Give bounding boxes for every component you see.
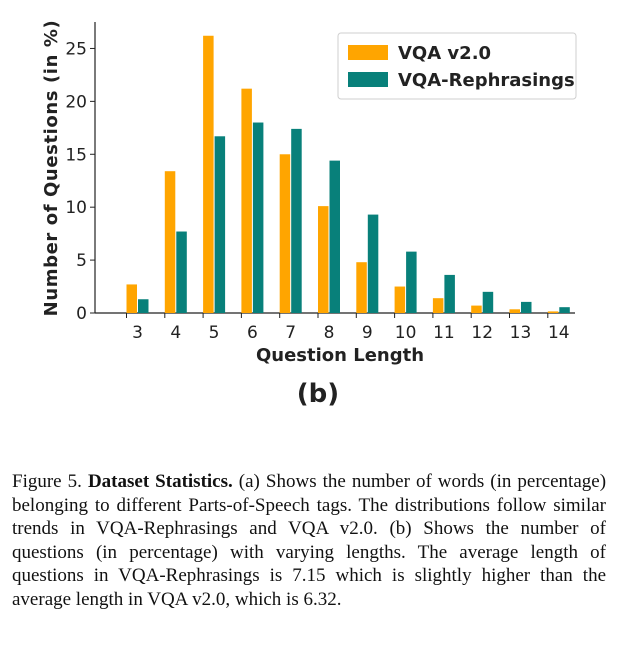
bar-vqa-v2 [241, 88, 252, 313]
bar-vqa-rephrasings [329, 160, 340, 313]
x-tick-label: 9 [362, 323, 373, 343]
x-tick-label: 7 [285, 323, 296, 343]
bar-vqa-rephrasings [406, 251, 417, 313]
bar-vqa-rephrasings [252, 122, 264, 313]
figure-caption: Figure 5. Dataset Statistics. (a) Shows … [12, 470, 606, 611]
bar-vqa-v2 [432, 298, 444, 313]
bar-vqa-rephrasings [138, 299, 149, 313]
bar-vqa-rephrasings [291, 128, 302, 313]
bar-vqa-rephrasings [482, 291, 494, 313]
legend-swatch [348, 45, 388, 60]
bar-vqa-rephrasings [367, 214, 379, 313]
bar-vqa-v2 [509, 309, 520, 313]
caption-figure-label: Figure 5. [12, 471, 82, 492]
y-tick-label: 15 [65, 145, 87, 165]
y-axis-label: Number of Questions (in %) [41, 20, 62, 317]
x-tick-label: 11 [433, 323, 455, 343]
bar-vqa-rephrasings [444, 274, 455, 313]
legend-box [337, 32, 577, 100]
x-tick-label: 6 [247, 323, 258, 343]
axes: 0 5 10 15 20 25 3 4 5 6 7 8 9 10 11 12 13 14 [65, 22, 575, 343]
x-tick-label: 13 [510, 323, 532, 343]
x-tick-label: 5 [209, 323, 220, 343]
bar-vqa-v2 [164, 171, 176, 313]
x-axis-label: Question Length [256, 345, 424, 366]
x-tick-label: 8 [324, 323, 335, 343]
x-tick-label: 14 [548, 323, 570, 343]
y-tick-label: 25 [65, 39, 87, 59]
y-tick-label: 5 [76, 251, 87, 271]
x-tick-label: 4 [170, 323, 181, 343]
bar-vqa-v2 [279, 154, 291, 313]
bar-vqa-rephrasings [214, 136, 226, 313]
x-tick-label: 10 [395, 323, 417, 343]
bar-vqa-v2 [547, 311, 559, 313]
bar-vqa-v2 [203, 35, 214, 314]
y-tick-label: 0 [76, 304, 87, 324]
bar-vqa-v2 [356, 262, 367, 313]
bar-vqa-v2 [318, 206, 329, 313]
caption-text: (a) Shows the number of words (in percen… [12, 471, 607, 610]
x-tick-label: 3 [132, 323, 143, 343]
legend: VQA v2.0 VQA-Rephrasings [337, 32, 577, 100]
bar-chart: 0 5 10 15 20 25 3 4 5 6 7 8 9 10 11 12 13 14 VQA v2.0 VQA-… [41, 20, 577, 409]
bars [126, 35, 570, 314]
bar-vqa-v2 [394, 286, 406, 313]
x-tick-label: 12 [471, 323, 493, 343]
bar-vqa-v2 [126, 284, 137, 313]
y-tick-label: 20 [65, 92, 87, 112]
legend-label: VQA v2.0 [398, 43, 491, 64]
bar-vqa-rephrasings [521, 301, 532, 313]
caption-bold-title: Dataset Statistics. [87, 471, 233, 492]
panel-label: (b) [297, 379, 339, 409]
bar-vqa-v2 [471, 305, 482, 313]
bar-vqa-rephrasings [176, 231, 187, 313]
bar-vqa-rephrasings [559, 307, 570, 313]
legend-label: VQA-Rephrasings [398, 70, 575, 91]
legend-swatch [348, 72, 388, 87]
y-tick-label: 10 [65, 198, 87, 218]
